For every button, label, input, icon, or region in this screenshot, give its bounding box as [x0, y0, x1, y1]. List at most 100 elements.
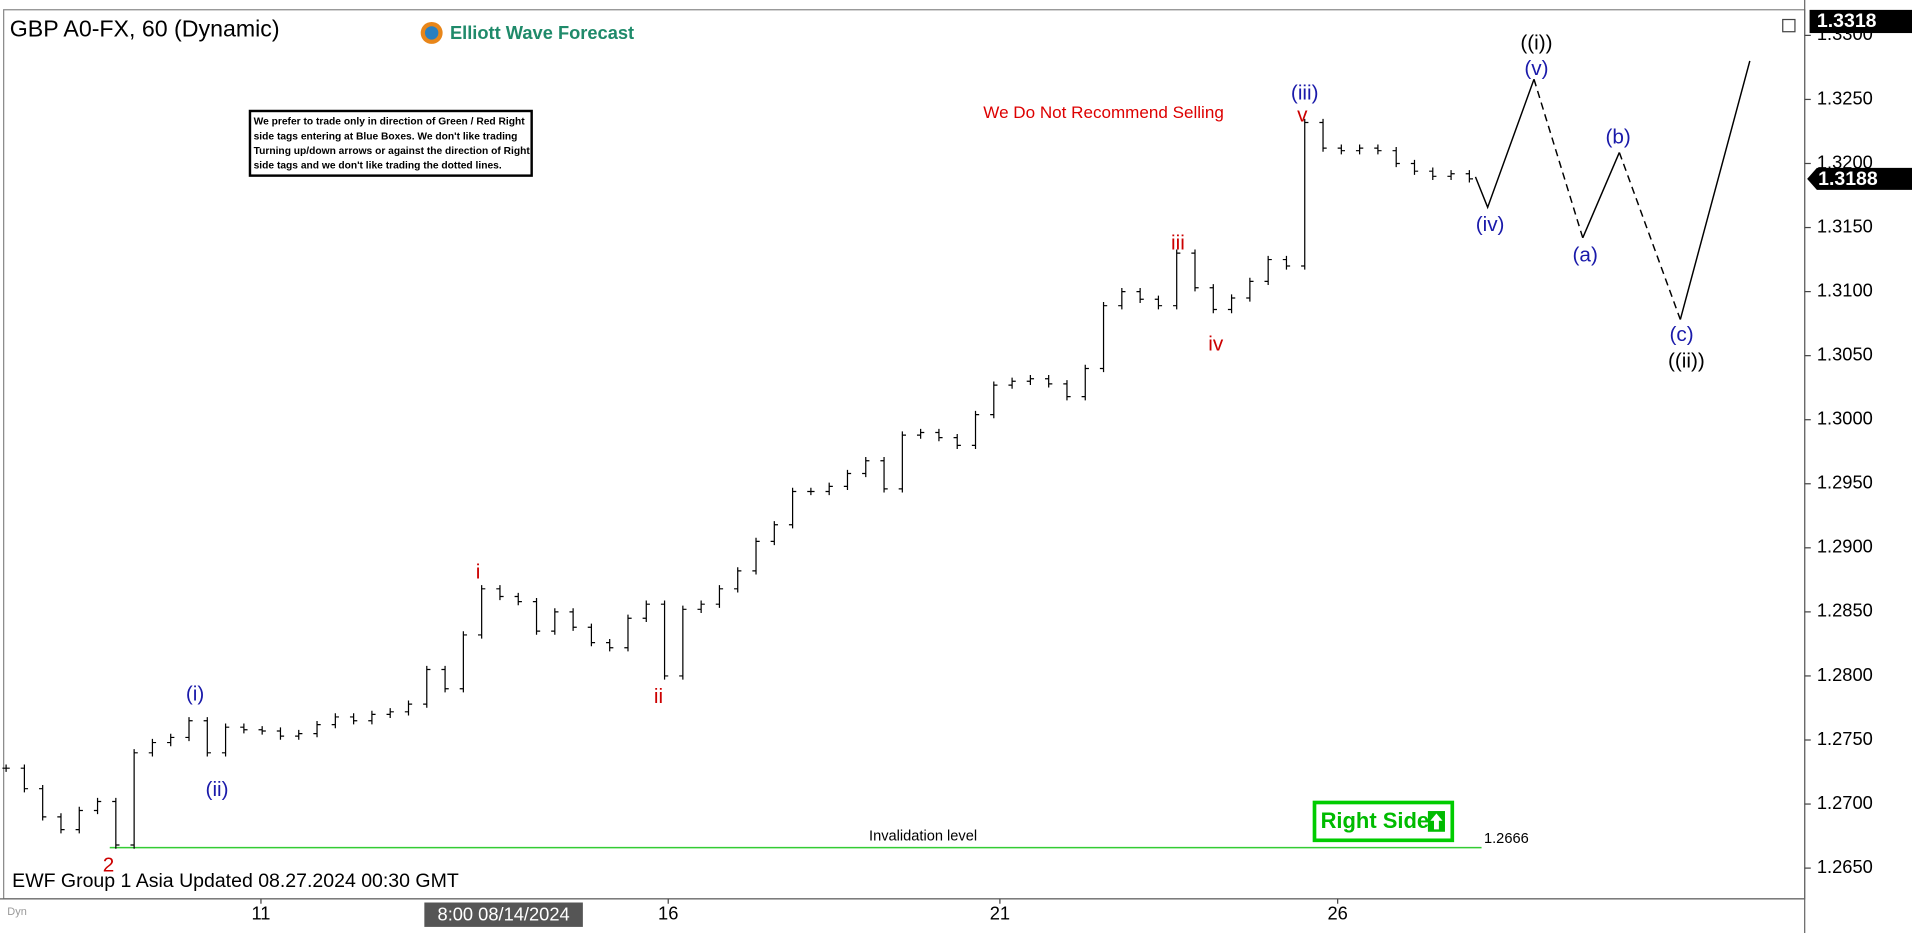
- projection-dashed: [1533, 79, 1584, 239]
- price-bar: [1008, 377, 1016, 389]
- price-bar: [1227, 294, 1236, 314]
- cursor-date: 8:00 08/14/2024: [438, 904, 570, 925]
- price-bar: [404, 700, 413, 716]
- price-bar: [203, 717, 211, 757]
- price-bar: [752, 537, 760, 575]
- price-bar: [258, 726, 266, 735]
- price-bar: [569, 608, 577, 631]
- wave-label: (ii): [206, 778, 229, 801]
- price-bar: [1173, 249, 1181, 310]
- y-tick-label: 1.2900: [1817, 536, 1873, 557]
- price-bar: [1209, 284, 1217, 314]
- price-bar: [1264, 255, 1272, 286]
- y-tick-label: 1.2650: [1817, 856, 1873, 877]
- price-bar: [368, 710, 376, 725]
- warning-text: We Do Not Recommend Selling: [983, 103, 1224, 122]
- price-bar: [1026, 375, 1035, 385]
- price-bar: [606, 638, 614, 652]
- price-bar: [1136, 287, 1144, 303]
- wave-label: iv: [1208, 333, 1224, 356]
- wave-label: v: [1297, 103, 1308, 126]
- price-bar: [697, 600, 705, 613]
- y-tick-label: 1.3200: [1817, 151, 1873, 172]
- badge-text: Right Side: [1321, 808, 1429, 833]
- price-bar: [1465, 170, 1474, 183]
- price-bar: [148, 738, 157, 757]
- price-bar: [551, 608, 559, 635]
- projection-line: [1582, 152, 1621, 239]
- x-tick-label: 26: [1327, 903, 1347, 924]
- y-tick-label: 1.2700: [1817, 792, 1873, 813]
- wave-label: (i): [186, 683, 204, 706]
- window-icon: [1782, 18, 1796, 33]
- price-bar: [1063, 380, 1071, 401]
- price-bar: [1355, 144, 1364, 155]
- price-bar: [788, 487, 797, 529]
- wave-label: (c): [1669, 323, 1693, 346]
- invalidation-value: 1.2666: [1484, 831, 1529, 847]
- price-bar: [624, 614, 632, 652]
- price-bar: [295, 729, 303, 740]
- price-bar: [331, 713, 339, 729]
- wave-label: (iv): [1476, 213, 1505, 236]
- y-tick-label: 1.2850: [1817, 600, 1873, 621]
- price-bar: [93, 797, 102, 815]
- y-tick-label: 1.3050: [1817, 343, 1873, 364]
- price-bar: [1410, 159, 1419, 175]
- wave-label: (b): [1605, 125, 1630, 148]
- y-tick-label: 1.2750: [1817, 728, 1873, 749]
- price-bar: [112, 797, 120, 849]
- price-bar: [1392, 147, 1400, 168]
- price-bar: [734, 567, 742, 593]
- price-bar: [1319, 118, 1327, 152]
- y-tick-label: 1.3000: [1817, 408, 1873, 429]
- wave-label: 2: [103, 853, 115, 876]
- price-bar: [185, 717, 193, 742]
- price-bar: [1337, 144, 1345, 155]
- price-bar: [1301, 118, 1309, 270]
- price-bar: [459, 631, 468, 693]
- high-price-box: [1809, 9, 1912, 34]
- price-bar: [496, 585, 504, 601]
- invalidation-label: Invalidation level: [869, 828, 977, 844]
- price-bar: [130, 749, 138, 849]
- price-bar: [1374, 144, 1382, 155]
- wave-label: ((ii)): [1668, 350, 1705, 373]
- price-bar: [423, 665, 431, 708]
- price-bar: [57, 813, 65, 834]
- price-bar: [642, 600, 650, 622]
- price-bar: [1282, 255, 1291, 270]
- projection-dashed: [1618, 152, 1682, 320]
- price-bar: [587, 623, 596, 647]
- price-bar: [880, 457, 888, 493]
- badge-arrow: [1430, 813, 1443, 830]
- price-bar: [715, 585, 724, 608]
- price-bar: [240, 723, 248, 734]
- high-price-label: 1.3318: [1817, 10, 1877, 32]
- brand-name: Elliott Wave Forecast: [450, 22, 634, 43]
- price-bar: [843, 469, 852, 490]
- price-bar: [276, 727, 285, 740]
- price-bar: [1118, 287, 1126, 310]
- wave-label: (a): [1573, 244, 1598, 267]
- note-box: [248, 109, 533, 177]
- wave-label: iii: [1171, 231, 1185, 254]
- y-tick-label: 1.2800: [1817, 664, 1873, 685]
- chart-title: GBP A0-FX, 60 (Dynamic): [10, 16, 280, 42]
- price-bar: [1447, 170, 1455, 180]
- price-bar: [167, 733, 175, 747]
- price-bar: [679, 605, 687, 680]
- wave-label: i: [476, 561, 481, 584]
- price-bar: [1081, 364, 1089, 401]
- cursor-date-box: [424, 902, 583, 927]
- price-bar: [825, 482, 833, 496]
- price-bar: [313, 720, 321, 738]
- note-line: Turning up/down arrows or against the di…: [254, 146, 531, 157]
- y-tick-label: 1.3150: [1817, 215, 1873, 236]
- price-bar: [75, 806, 83, 834]
- price-bar: [532, 597, 541, 635]
- price-bar: [916, 428, 925, 439]
- y-tick-label: 1.3100: [1817, 279, 1873, 300]
- price-bar: [1154, 295, 1163, 310]
- note-line: We prefer to trade only in direction of …: [254, 117, 526, 128]
